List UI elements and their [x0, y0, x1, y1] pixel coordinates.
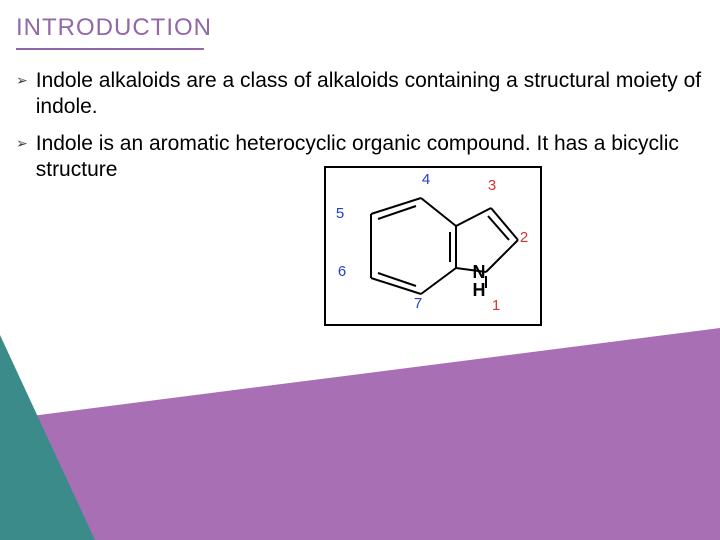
purple-triangle-shape [0, 328, 720, 540]
background-shapes [0, 0, 720, 540]
